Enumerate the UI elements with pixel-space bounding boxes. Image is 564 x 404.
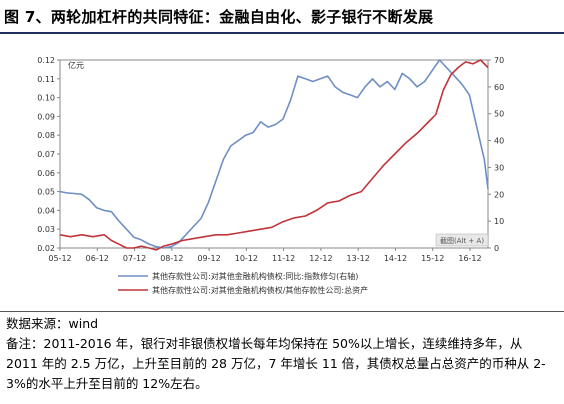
legend: 其他存款性公司:对其他金融机构债权:同比:指数修匀(右轴) 其他存款性公司:对其他… — [118, 271, 368, 295]
series-lines — [59, 59, 489, 251]
notes-divider — [0, 311, 564, 312]
series-line-blue — [59, 59, 489, 249]
plot-frame — [59, 59, 489, 249]
right-tick-label: 20 — [494, 190, 504, 199]
x-tick-label: 16-12 — [458, 254, 481, 263]
left-tick-label: 0.05 — [37, 188, 55, 197]
series-line-red — [59, 59, 489, 251]
source-line: 数据来源：wind — [6, 316, 99, 331]
x-tick-label: 06-12 — [86, 254, 109, 263]
right-tick-label: 30 — [494, 163, 504, 172]
legend-label: 其他存款性公司:对其他金融机构债权/其他存款性公司:总资产 — [152, 285, 368, 295]
left-tick-label: 0.09 — [37, 112, 55, 121]
watermark-text: 截图(Alt + A) — [440, 236, 484, 245]
x-tick-label: 08-12 — [160, 254, 183, 263]
x-tick-label: 13-12 — [347, 254, 370, 263]
right-tick-label: 70 — [494, 56, 504, 65]
left-tick-label: 0.04 — [37, 206, 55, 215]
x-tick-label: 10-12 — [235, 254, 258, 263]
left-tick-label: 0.11 — [37, 75, 55, 84]
left-axis-ticks: 0.02 0.03 0.04 0.05 0.06 0.07 0.08 0.09 0.10 0.11… — [37, 56, 60, 253]
x-tick-label: 05-12 — [48, 254, 71, 263]
notes-block: 数据来源：wind 备注：2011-2016 年，银行对非银债权增长每年均保持在… — [6, 314, 558, 394]
right-tick-label: 60 — [494, 83, 504, 92]
right-axis-ticks: 0 10 20 30 40 50 60 70 — [488, 56, 504, 253]
watermark-badge: 截图(Alt + A) — [435, 233, 489, 247]
dual-axis-line-chart: 亿元 0.020.030.040.050.060.070.080.090.100… — [37, 56, 504, 295]
title-divider — [0, 32, 564, 34]
left-tick-label: 0.08 — [37, 131, 55, 140]
left-tick-label: 0.10 — [37, 94, 55, 103]
x-tick-label: 11-12 — [272, 254, 295, 263]
left-tick-label: 0.03 — [37, 225, 55, 234]
x-axis-ticks: 05-12 06-12 07-12 08-12 09-12 10-12 11-12 12-12… — [48, 248, 482, 263]
right-tick-label: 50 — [494, 110, 504, 119]
left-axis-unit: 亿元 — [68, 60, 84, 70]
left-tick-label: 0.02 — [37, 244, 55, 253]
x-tick-label: 15-12 — [421, 254, 444, 263]
x-tick-label: 09-12 — [197, 254, 220, 263]
note-paragraph: 备注：2011-2016 年，银行对非银债权增长每年均保持在 50%以上增长，连… — [6, 336, 546, 391]
figure-title: 图 7、两轮加杠杆的共同特征：金融自由化、影子银行不断发展 — [4, 8, 434, 26]
left-tick-label: 0.07 — [37, 150, 55, 159]
x-tick-label: 07-12 — [123, 254, 146, 263]
left-tick-label: 0.12 — [37, 56, 55, 65]
right-tick-label: 40 — [494, 137, 504, 146]
left-tick-label: 0.06 — [37, 169, 55, 178]
x-tick-label: 14-12 — [384, 254, 407, 263]
legend-label: 其他存款性公司:对其他金融机构债权:同比:指数修匀(右轴) — [152, 271, 358, 281]
watermark-box — [435, 233, 489, 247]
right-tick-label: 10 — [494, 217, 504, 226]
right-tick-label: 0 — [494, 244, 499, 253]
x-tick-label: 12-12 — [309, 254, 332, 263]
